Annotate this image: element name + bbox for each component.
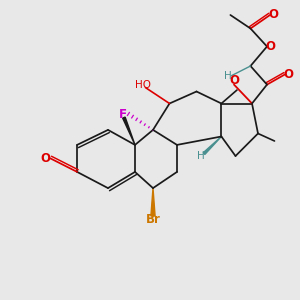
Text: O: O: [284, 68, 294, 81]
Text: Br: Br: [146, 213, 160, 226]
Polygon shape: [123, 117, 135, 145]
Polygon shape: [203, 136, 221, 154]
Text: O: O: [266, 40, 276, 53]
Text: O: O: [40, 152, 50, 165]
Text: F: F: [119, 107, 127, 121]
Text: O: O: [268, 8, 279, 22]
Text: HO: HO: [134, 80, 151, 90]
Text: H: H: [224, 70, 232, 81]
Text: O: O: [229, 74, 239, 88]
Polygon shape: [151, 188, 155, 216]
Text: H: H: [196, 151, 204, 161]
